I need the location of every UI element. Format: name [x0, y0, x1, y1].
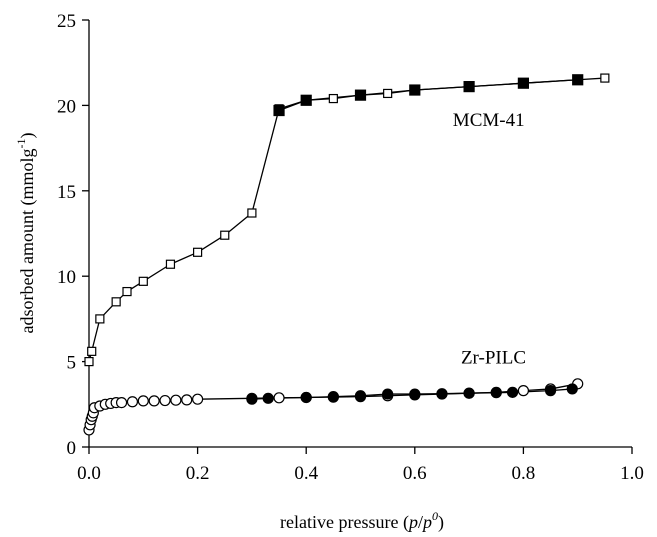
mcm-41-desorption-point — [573, 75, 583, 85]
x-axis-label-var2: p — [421, 512, 432, 532]
zr-pilc-adsorption-point — [171, 395, 181, 405]
series-layer — [84, 74, 609, 435]
series-label-zr-pilc: Zr-PILC — [461, 347, 526, 368]
series-label-mcm-41: MCM-41 — [453, 110, 525, 131]
y-ticks: 0 5 10 15 20 25 — [57, 11, 89, 459]
y-axis-label-prefix: adsorbed amount (mmolg — [17, 149, 38, 334]
y-tick-label: 0 — [67, 438, 77, 459]
y-axis-label: adsorbed amount (mmolg-1) — [14, 133, 38, 334]
mcm-41-adsorption-point — [384, 89, 392, 97]
y-axis-label-suffix: ) — [17, 133, 38, 139]
x-tick-label: 0.0 — [77, 463, 101, 484]
zr-pilc-desorption-point — [508, 387, 518, 397]
zr-pilc-desorption-point — [356, 391, 366, 401]
zr-pilc-adsorption-point — [274, 393, 284, 403]
zr-pilc-adsorption-point — [518, 386, 528, 396]
mcm-41-adsorption-point — [112, 298, 120, 306]
zr-pilc-desorption-point — [567, 384, 577, 394]
y-tick-label: 10 — [57, 267, 76, 288]
mcm-41-adsorption-point — [88, 347, 96, 355]
zr-pilc-desorption-point — [263, 393, 273, 403]
zr-pilc-adsorption-point — [117, 398, 127, 408]
x-tick-label: 0.6 — [403, 463, 427, 484]
zr-pilc-adsorption-point — [193, 394, 203, 404]
x-axis-label: relative pressure (p/p0) — [280, 509, 444, 533]
annotations: MCM-41 Zr-PILC — [453, 110, 526, 368]
mcm-41-desorption-point — [518, 78, 528, 88]
mcm-41-adsorption-point — [85, 358, 93, 366]
y-tick-label: 20 — [57, 96, 76, 117]
mcm-41-adsorption-point — [329, 95, 337, 103]
zr-pilc-desorption-point — [383, 389, 393, 399]
mcm-41-adsorption-point — [166, 260, 174, 268]
zr-pilc-desorption-point — [247, 394, 257, 404]
mcm-41-desorption-point — [274, 106, 284, 116]
zr-pilc-adsorption-point — [160, 396, 170, 406]
axes — [89, 20, 632, 447]
y-axis-label-sup: -1 — [14, 139, 28, 149]
mcm-41-adsorption-point — [248, 209, 256, 217]
zr-pilc-desorption-point — [328, 392, 338, 402]
zr-pilc-desorption-point — [546, 386, 556, 396]
zr-pilc-adsorption-line — [89, 384, 578, 430]
mcm-41-adsorption-point — [123, 288, 131, 296]
mcm-41-desorption-line — [279, 80, 578, 111]
zr-pilc-desorption-point — [301, 392, 311, 402]
zr-pilc-adsorption-point — [149, 396, 159, 406]
zr-pilc-desorption-point — [437, 389, 447, 399]
zr-pilc-adsorption-point — [127, 397, 137, 407]
x-tick-label: 0.4 — [294, 463, 318, 484]
zr-pilc-desorption-point — [410, 389, 420, 399]
y-tick-label: 25 — [57, 11, 76, 32]
zr-pilc-desorption-point — [464, 388, 474, 398]
x-axis-label-var: p — [407, 512, 418, 532]
x-axis-label-prefix: relative pressure ( — [280, 512, 409, 533]
mcm-41-adsorption-point — [139, 277, 147, 285]
mcm-41-adsorption-point — [601, 74, 609, 82]
mcm-41-desorption-point — [410, 85, 420, 95]
x-tick-label: 0.2 — [186, 463, 210, 484]
x-tick-label: 1.0 — [620, 463, 644, 484]
x-tick-label: 0.8 — [512, 463, 536, 484]
mcm-41-adsorption-point — [194, 248, 202, 256]
mcm-41-adsorption-line — [89, 78, 605, 362]
y-tick-label: 15 — [57, 182, 76, 203]
mcm-41-adsorption-point — [221, 231, 229, 239]
mcm-41-desorption-point — [301, 95, 311, 105]
zr-pilc-desorption-point — [491, 388, 501, 398]
zr-pilc-adsorption-point — [182, 395, 192, 405]
mcm-41-desorption-point — [464, 82, 474, 92]
x-ticks: 0.0 0.2 0.4 0.6 0.8 1.0 — [77, 447, 644, 484]
y-tick-label: 5 — [67, 353, 77, 374]
mcm-41-adsorption-point — [96, 315, 104, 323]
zr-pilc-adsorption-point — [138, 396, 148, 406]
mcm-41-desorption-point — [356, 90, 366, 100]
x-axis-label-suffix: ) — [438, 512, 444, 533]
